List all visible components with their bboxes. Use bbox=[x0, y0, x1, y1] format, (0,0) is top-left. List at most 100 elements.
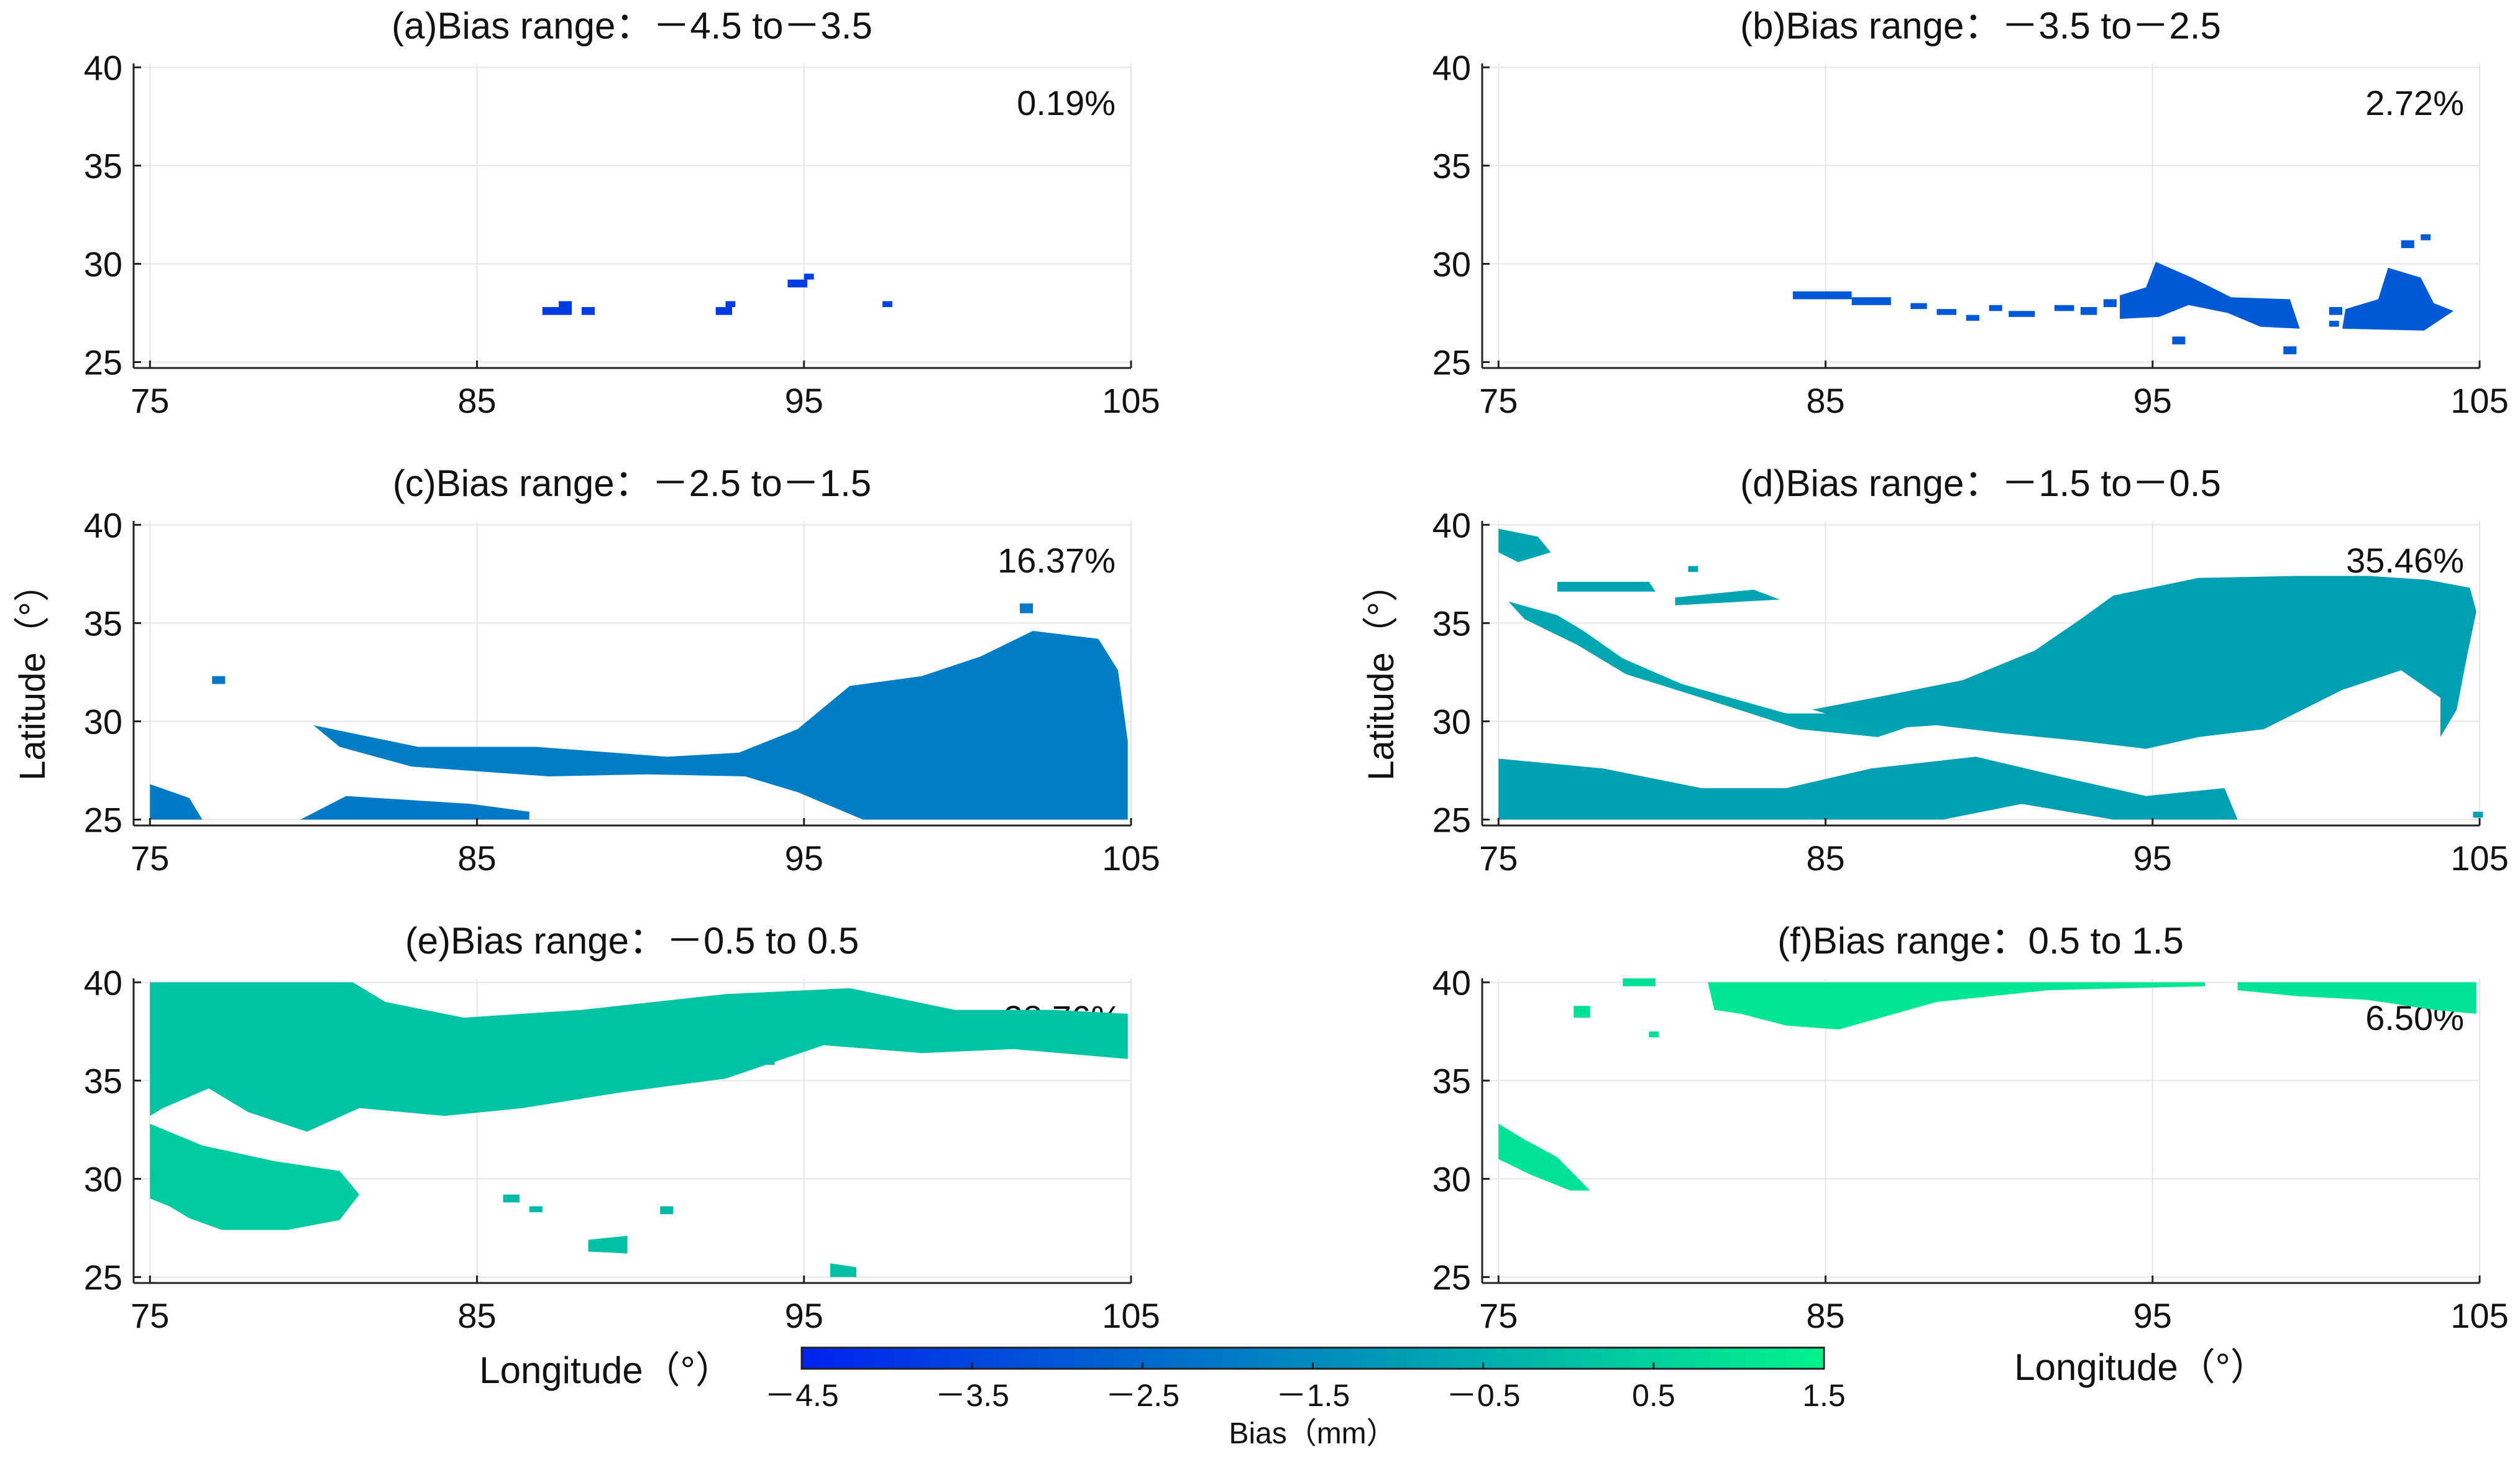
panel-b-cell bbox=[2329, 321, 2339, 327]
colorbar-tick-label: －2.5 bbox=[1106, 1378, 1180, 1413]
panel-c-cell bbox=[1020, 603, 1033, 614]
panel-a-cell bbox=[715, 307, 732, 315]
panel-d: (d)Bias range：－1.5 to－0.5 35.46% Latitud… bbox=[1361, 462, 2509, 878]
panel-a-title: (a)Bias range：－4.5 to－3.5 bbox=[392, 5, 873, 47]
panel-a-y-tick-label: 25 bbox=[84, 343, 122, 382]
panel-c-percentage: 16.37% bbox=[997, 541, 1116, 580]
panel-b-title: (b)Bias range：－3.5 to－2.5 bbox=[1740, 5, 2221, 47]
panel-e: (e)Bias range：－0.5 to 0.5 38.76% 7585951… bbox=[84, 920, 1160, 1335]
panel-f-region bbox=[1498, 1123, 1590, 1191]
panel-c-region bbox=[313, 631, 1128, 820]
panel-d-x-tick-label: 95 bbox=[2133, 839, 2172, 878]
panel-b: (b)Bias range：－3.5 to－2.5 2.72% 75 85 95 10… bbox=[1432, 5, 2509, 420]
colorbar-tick-label: －3.5 bbox=[935, 1378, 1009, 1413]
panel-e-cell bbox=[503, 1194, 520, 1203]
panel-a-cell bbox=[787, 279, 808, 288]
panel-e-cell bbox=[660, 1206, 674, 1215]
panel-f-x-tick-label: 85 bbox=[1806, 1296, 1844, 1335]
panel-b-cell bbox=[2103, 299, 2117, 307]
panel-f-title: (f)Bias range：0.5 to 1.5 bbox=[1777, 920, 2184, 962]
panel-e-title: (e)Bias range：－0.5 to 0.5 bbox=[405, 920, 859, 962]
panel-a-cell bbox=[581, 307, 595, 315]
colorbar: Bias（mm） －4.5 －3.5 －2.5 －1.5 －0.5 0.5 1.5 bbox=[764, 1346, 1846, 1450]
panel-f-y-tick-label: 25 bbox=[1432, 1258, 1471, 1297]
panel-f-y-tick-label: 40 bbox=[1432, 963, 1471, 1002]
panel-d-region bbox=[1498, 528, 1551, 563]
panel-b-region bbox=[2120, 262, 2300, 329]
panel-a-cell bbox=[882, 301, 892, 307]
panel-e-x-tick-label: 95 bbox=[785, 1296, 823, 1335]
panel-b-cell bbox=[2329, 307, 2342, 315]
panel-e-y-tick-label: 30 bbox=[84, 1159, 122, 1198]
panel-b-y-tick-label: 30 bbox=[1432, 244, 1471, 283]
panel-a-y-tick-label: 40 bbox=[84, 48, 122, 87]
panel-b-cell bbox=[2421, 234, 2431, 241]
panel-c-cell bbox=[212, 676, 226, 684]
panel-c-x-tick-label: 105 bbox=[1102, 839, 1160, 878]
x-axis-label-left: Longitude（°） bbox=[479, 1349, 733, 1391]
panel-f-region bbox=[2237, 982, 2476, 1014]
panel-c-region bbox=[150, 784, 203, 820]
colorbar-tick-label: －4.5 bbox=[764, 1378, 839, 1413]
panel-b-y-tick-label: 35 bbox=[1432, 146, 1471, 185]
panel-f-cell bbox=[1574, 1006, 1590, 1018]
panel-a-x-tick-label: 105 bbox=[1102, 381, 1160, 420]
panel-f-y-tick-label: 35 bbox=[1432, 1061, 1471, 1100]
panel-d-region bbox=[1557, 582, 1656, 592]
panel-d-x-tick-label: 85 bbox=[1806, 839, 1844, 878]
panel-c-title: (c)Bias range：－2.5 to－1.5 bbox=[393, 462, 871, 504]
panel-c-x-tick-label: 85 bbox=[457, 839, 496, 878]
panel-d-y-tick-label: 40 bbox=[1432, 505, 1471, 545]
panel-e-cell bbox=[758, 1057, 775, 1065]
panel-f-x-tick-label: 95 bbox=[2133, 1296, 2172, 1335]
panel-d-y-axis-label: Latitude（°） bbox=[1361, 566, 1401, 781]
panel-e-region bbox=[588, 1236, 628, 1254]
panel-a-percentage: 0.19% bbox=[1017, 83, 1116, 122]
panel-a-cell bbox=[725, 301, 736, 307]
panel-b-cell bbox=[2172, 336, 2186, 345]
panel-d-y-tick-label: 30 bbox=[1432, 702, 1471, 741]
panel-d-region bbox=[1498, 756, 2238, 820]
panel-f-cell bbox=[1649, 1031, 1659, 1037]
panel-b-region bbox=[2342, 267, 2454, 331]
panel-e-x-tick-label: 75 bbox=[131, 1296, 169, 1335]
panel-f-region bbox=[1708, 982, 2205, 1030]
colorbar-tick-label: －0.5 bbox=[1446, 1378, 1521, 1413]
panel-e-region bbox=[830, 1263, 856, 1277]
panel-e-y-tick-label: 35 bbox=[84, 1061, 122, 1100]
panel-b-cell bbox=[2401, 240, 2414, 249]
panel-e-x-tick-label: 85 bbox=[457, 1296, 496, 1335]
panel-c: (c)Bias range：－2.5 to－1.5 16.37% Latitud… bbox=[12, 462, 1160, 878]
colorbar-tick-label: 0.5 bbox=[1632, 1378, 1675, 1413]
panel-d-region bbox=[1812, 576, 2476, 749]
panel-a-y-tick-label: 35 bbox=[84, 146, 122, 185]
panel-a-x-tick-label: 85 bbox=[457, 381, 496, 420]
panel-a: (a)Bias range：－4.5 to－3.5 0.19% 75 85 95 10… bbox=[84, 5, 1160, 420]
panel-f-x-tick-label: 75 bbox=[1479, 1296, 1518, 1335]
panel-b-cell bbox=[1792, 291, 1852, 300]
panel-b-cell bbox=[1851, 297, 1891, 305]
panel-d-percentage: 35.46% bbox=[2346, 541, 2464, 580]
panel-b-percentage: 2.72% bbox=[2365, 83, 2464, 122]
panel-e-x-tick-label: 105 bbox=[1102, 1296, 1160, 1335]
panel-c-y-tick-label: 25 bbox=[84, 801, 122, 840]
panel-c-region bbox=[300, 796, 529, 820]
panel-b-y-tick-label: 25 bbox=[1432, 343, 1471, 382]
panel-e-y-tick-label: 40 bbox=[84, 963, 122, 1002]
panel-a-x-tick-label: 75 bbox=[131, 381, 169, 420]
panel-b-x-tick-label: 95 bbox=[2133, 381, 2172, 420]
panel-d-x-tick-label: 75 bbox=[1479, 839, 1518, 878]
x-axis-label-right: Longitude（°） bbox=[2014, 1346, 2268, 1388]
panel-e-region bbox=[150, 982, 1128, 1132]
panel-b-cell bbox=[1966, 315, 1979, 321]
panel-b-cell bbox=[2054, 305, 2074, 311]
panel-d-y-tick-label: 35 bbox=[1432, 604, 1471, 643]
panel-f-x-tick-label: 105 bbox=[2450, 1296, 2508, 1335]
panel-f: (f)Bias range：0.5 to 1.5 6.50% 75 85 95 105… bbox=[1432, 920, 2509, 1335]
panel-d-x-tick-label: 105 bbox=[2450, 839, 2508, 878]
panel-a-cell bbox=[804, 274, 814, 280]
panel-c-y-tick-label: 30 bbox=[84, 702, 122, 741]
panel-c-x-tick-label: 75 bbox=[131, 839, 169, 878]
panel-b-cell bbox=[2009, 311, 2035, 317]
